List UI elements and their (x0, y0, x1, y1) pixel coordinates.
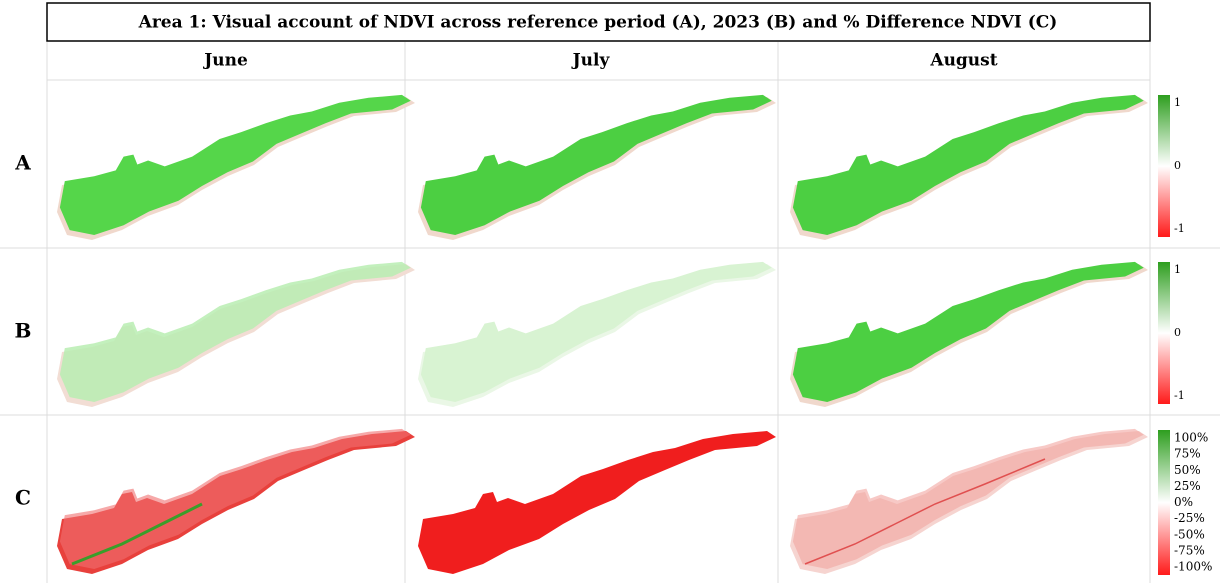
colorbar (1158, 262, 1170, 404)
legend-label: -100% (1174, 560, 1212, 574)
colorbar (1158, 430, 1170, 575)
row-label: C (15, 486, 31, 510)
legend-label: -75% (1174, 543, 1205, 557)
legend-label: -1 (1174, 222, 1185, 235)
title-box (46, 2, 1151, 42)
title: Area 1: Visual account of NDVI across re… (138, 13, 1058, 33)
column-header: June (202, 51, 248, 71)
column-header: August (929, 51, 997, 71)
row-label: B (15, 319, 32, 343)
colorbar (1158, 95, 1170, 237)
legend-label: 0% (1174, 495, 1193, 509)
legend-label: 1 (1174, 96, 1181, 109)
legend-label: 0 (1174, 326, 1181, 339)
legend-label: 100% (1174, 431, 1208, 445)
legend-label: -50% (1174, 527, 1205, 541)
legend-label: 50% (1174, 463, 1201, 477)
maps (57, 94, 1148, 574)
legend-label: -25% (1174, 511, 1205, 525)
row-label: A (14, 151, 31, 175)
legend-label: 0 (1174, 159, 1181, 172)
legend-label: 75% (1174, 447, 1201, 461)
column-header: July (571, 51, 611, 71)
legend-label: 1 (1174, 263, 1181, 276)
legend-label: -1 (1174, 389, 1185, 402)
grid (0, 42, 1220, 583)
legend-label: 25% (1174, 479, 1201, 493)
